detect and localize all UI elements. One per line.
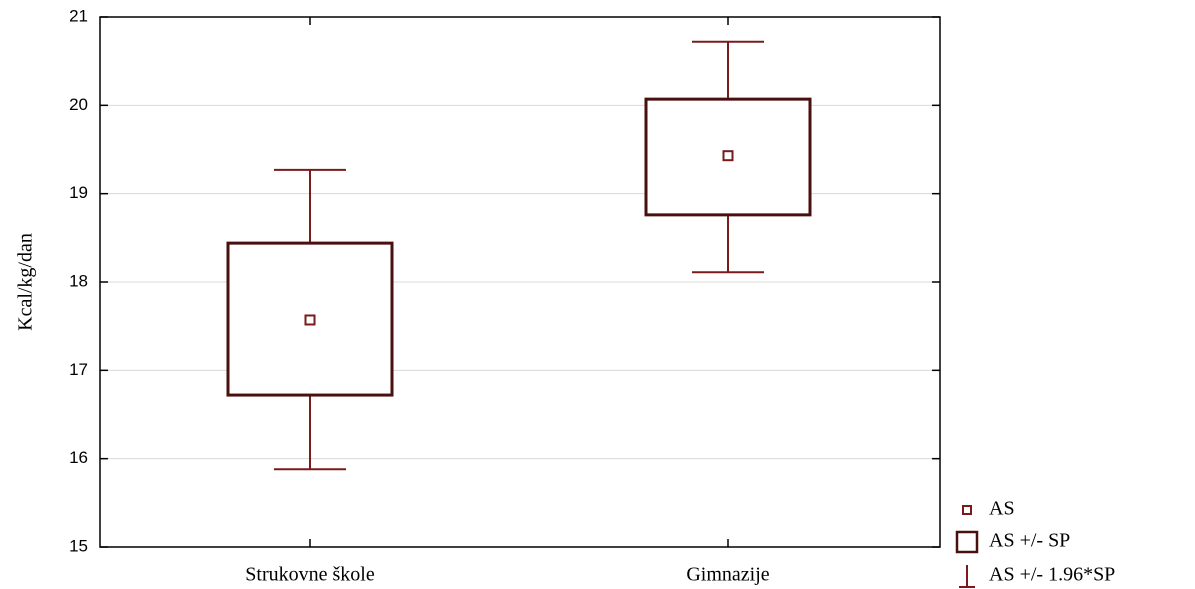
mean-marker: [722, 150, 734, 162]
y-tick-label: 17: [69, 360, 88, 379]
y-axis-label: Kcal/kg/dan: [15, 233, 37, 331]
mean-marker: [304, 314, 316, 326]
legend-label: AS +/- SP: [989, 530, 1070, 552]
y-tick-label: 18: [69, 271, 88, 290]
y-tick-label: 21: [69, 6, 88, 25]
y-tick-label: 15: [69, 536, 88, 555]
y-tick-label: 16: [69, 448, 88, 467]
y-tick-label: 19: [69, 183, 88, 202]
legend-label: AS: [989, 498, 1015, 520]
legend-symbol: [955, 530, 979, 554]
x-tick-label: Strukovne škole: [245, 564, 375, 586]
legend-label: AS +/- 1.96*SP: [989, 564, 1115, 586]
y-tick-label: 20: [69, 95, 88, 114]
x-tick-label: Gimnazije: [686, 564, 769, 586]
plot-frame: [99, 16, 941, 548]
legend-symbol: [962, 505, 972, 515]
